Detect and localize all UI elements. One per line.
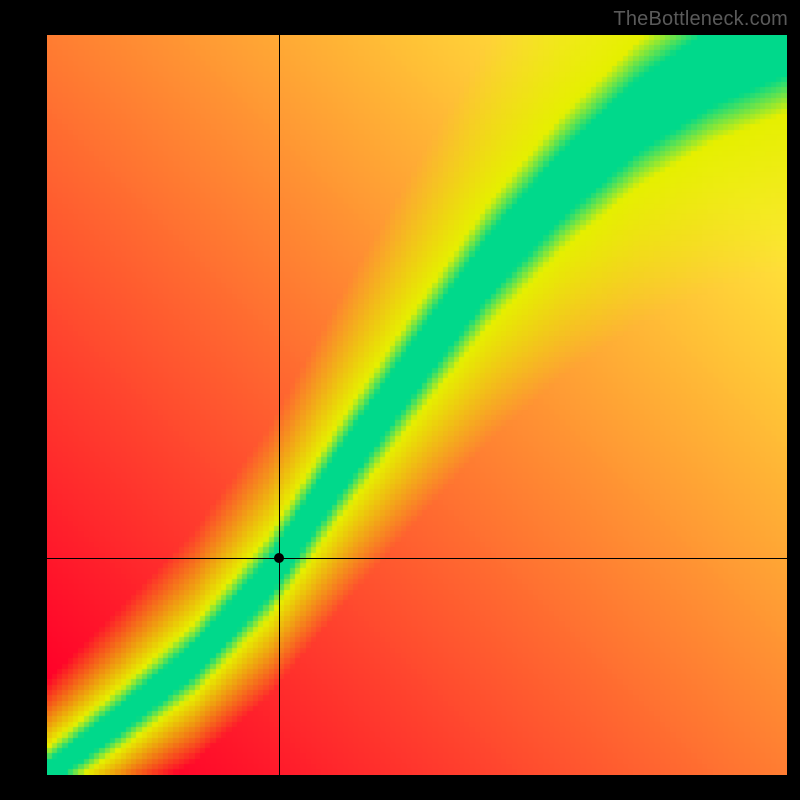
heatmap-canvas bbox=[47, 35, 787, 775]
crosshair-horizontal bbox=[47, 558, 787, 559]
chart-container: TheBottleneck.com bbox=[0, 0, 800, 800]
crosshair-vertical bbox=[279, 35, 280, 775]
watermark-label: TheBottleneck.com bbox=[613, 8, 788, 31]
crosshair-marker bbox=[274, 553, 284, 563]
